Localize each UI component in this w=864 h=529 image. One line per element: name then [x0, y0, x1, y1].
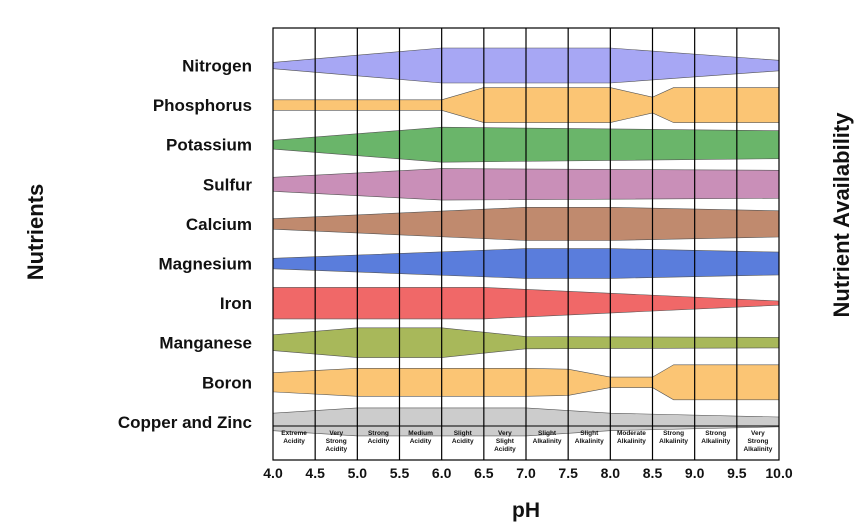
category-label: Moderate Alkalinity — [617, 430, 646, 445]
y-axis-title: Nutrients — [23, 184, 48, 281]
category-label: Strong Acidity — [368, 430, 390, 445]
x-tick-label: 6.5 — [474, 465, 494, 481]
x-tick-label: 5.0 — [348, 465, 368, 481]
category-label: Very Strong Acidity — [325, 430, 347, 453]
x-tick-label: 8.0 — [601, 465, 621, 481]
row-label-boron: Boron — [202, 373, 252, 392]
x-tick-label: 4.0 — [263, 465, 283, 481]
row-label-copper-and-zinc: Copper and Zinc — [118, 413, 252, 432]
category-label: Slight Alkalinity — [533, 430, 562, 445]
acidity-category-labels: Extreme Acidity Very Strong Acidity Strong Aci… — [281, 430, 772, 453]
row-label-potassium: Potassium — [166, 136, 252, 155]
row-label-manganese: Manganese — [159, 334, 252, 353]
row-label-nitrogen: Nitrogen — [182, 57, 252, 76]
category-label: Strong Alkalinity — [701, 430, 730, 445]
row-label-magnesium: Magnesium — [158, 255, 252, 274]
y2-axis-title: Nutrient Availability — [829, 112, 854, 318]
x-tick-label: 7.5 — [558, 465, 578, 481]
ph-tick-labels: 4.0 4.5 5.0 5.5 6.0 6.5 7.0 7.5 8.0 8.5 9.0 9.5 10.0 — [263, 465, 793, 481]
row-label-iron: Iron — [220, 294, 252, 313]
x-tick-label: 6.0 — [432, 465, 452, 481]
row-label-sulfur: Sulfur — [203, 175, 252, 194]
x-tick-label: 9.0 — [685, 465, 705, 481]
category-label: Very Slight Acidity — [494, 430, 516, 453]
x-tick-label: 4.5 — [305, 465, 325, 481]
category-label: Strong Alkalinity — [659, 430, 688, 445]
x-tick-label: 10.0 — [765, 465, 792, 481]
x-axis-title: pH — [512, 499, 540, 522]
x-tick-label: 5.5 — [390, 465, 410, 481]
category-label: Slight Acidity — [452, 430, 474, 445]
category-label: Slight Alkalinity — [575, 430, 604, 445]
category-label: Very Strong Alkalinity — [743, 430, 772, 453]
row-label-phosphorus: Phosphorus — [153, 96, 252, 115]
x-tick-label: 8.5 — [643, 465, 663, 481]
category-label: Extreme Acidity — [281, 430, 307, 445]
grid-lines — [272, 27, 780, 461]
row-label-calcium: Calcium — [186, 215, 252, 234]
x-tick-label: 9.5 — [727, 465, 747, 481]
x-tick-label: 7.0 — [516, 465, 536, 481]
nutrient-labels: Nitrogen Phosphorus Potassium Sulfur Calcium… — [118, 57, 253, 432]
category-label: Medium Acidity — [408, 430, 433, 445]
